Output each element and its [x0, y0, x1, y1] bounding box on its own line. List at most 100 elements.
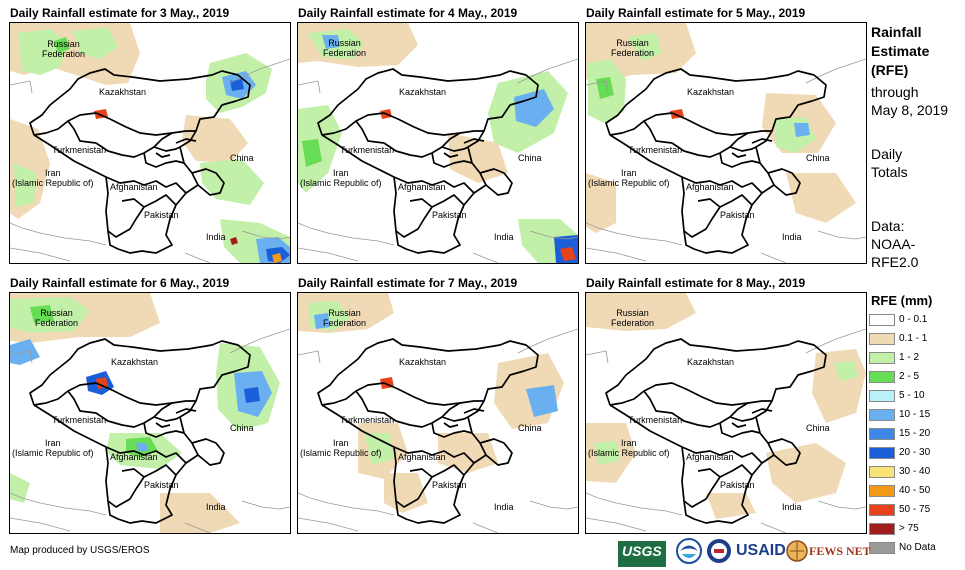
legend-title: RFE (mm) [871, 293, 933, 308]
map-label-iran: Iran (Islamic Republic of) [12, 168, 94, 188]
legend-swatch [869, 333, 895, 345]
usgs-logo: USGS [618, 541, 666, 567]
map-graphic [298, 293, 578, 533]
legend-swatch [869, 409, 895, 421]
map-label-afghanistan: Afghanistan [110, 182, 158, 192]
rainfall-map-panel: Russian Federation [9, 22, 291, 264]
legend-swatch [869, 428, 895, 440]
legend-label: 0.1 - 1 [899, 333, 928, 344]
map-label-afghanistan: Afghanistan [110, 452, 158, 462]
map-graphic [298, 23, 578, 263]
sidebar-title: Rainfall Estimate (RFE) [871, 24, 930, 78]
legend-label: 1 - 2 [899, 352, 920, 363]
map-label-russia: Russian Federation [611, 308, 655, 328]
legend-label: 50 - 75 [899, 504, 931, 515]
panel-title: Daily Rainfall estimate for 6 May., 2019 [10, 276, 230, 290]
map-label-china: China [230, 153, 254, 163]
map-label-kazakhstan: Kazakhstan [99, 87, 147, 97]
map-label-pakistan: Pakistan [720, 480, 755, 490]
rainfall-map-panel [9, 292, 291, 534]
map-label-iran: Iran (Islamic Republic of) [12, 438, 94, 458]
map-label-afghanistan: Afghanistan [686, 182, 734, 192]
map-label-kazakhstan: Kazakhstan [399, 357, 447, 367]
panel-title: Daily Rainfall estimate for 8 May., 2019 [586, 276, 806, 290]
legend-label: 20 - 30 [899, 447, 931, 458]
map-label-russia: Russian Federation [323, 38, 367, 58]
map-label-afghanistan: Afghanistan [686, 452, 734, 462]
map-label-russia: Russian Federation [611, 38, 655, 58]
map-label-india: India [206, 502, 226, 512]
legend-label: 0 - 0.1 [899, 314, 928, 325]
map-label-iran: Iran (Islamic Republic of) [588, 438, 670, 458]
sidebar-data-source: Data: NOAA- RFE2.0 [871, 218, 919, 270]
legend-label: No Data [899, 542, 936, 553]
legend-swatch [869, 352, 895, 364]
legend-label: 15 - 20 [899, 428, 931, 439]
map-label-pakistan: Pakistan [432, 480, 467, 490]
legend-swatch [869, 447, 895, 459]
map-label-india: India [494, 232, 514, 242]
map-label-iran: Iran (Islamic Republic of) [588, 168, 670, 188]
map-label-russia: Russian Federation [42, 39, 86, 59]
map-label-pakistan: Pakistan [144, 480, 179, 490]
map-label-afghanistan: Afghanistan [398, 452, 446, 462]
noaa-logo [676, 538, 702, 564]
map-label-china: China [230, 423, 254, 433]
map-label-pakistan: Pakistan [432, 210, 467, 220]
map-credit: Map produced by USGS/EROS [10, 545, 150, 556]
map-label-russia: Russian Federation [35, 308, 79, 328]
map-label-kazakhstan: Kazakhstan [687, 87, 735, 97]
legend-label: 30 - 40 [899, 466, 931, 477]
usaid-seal-logo [706, 538, 732, 564]
rainfall-map-panel [585, 22, 867, 264]
map-label-turkmenistan: Turkmenistan [52, 415, 107, 425]
map-label-india: India [782, 232, 802, 242]
map-label-kazakhstan: Kazakhstan [111, 357, 159, 367]
legend-swatch [869, 523, 895, 535]
map-label-pakistan: Pakistan [144, 210, 179, 220]
map-label-turkmenistan: Turkmenistan [340, 145, 395, 155]
map-label-turkmenistan: Turkmenistan [628, 415, 683, 425]
panel-title: Daily Rainfall estimate for 5 May., 2019 [586, 6, 806, 20]
map-graphic [10, 23, 290, 263]
map-label-china: China [518, 423, 542, 433]
legend-label: > 75 [899, 523, 919, 534]
panel-title: Daily Rainfall estimate for 4 May., 2019 [298, 6, 518, 20]
legend-swatch [869, 485, 895, 497]
map-label-kazakhstan: Kazakhstan [687, 357, 735, 367]
fewsnet-logo: FEWS NET [809, 544, 871, 558]
legend-label: 5 - 10 [899, 390, 925, 401]
map-label-iran: Iran (Islamic Republic of) [300, 168, 382, 188]
rainfall-map-panel [297, 22, 579, 264]
map-label-turkmenistan: Turkmenistan [340, 415, 395, 425]
map-label-india: India [494, 502, 514, 512]
map-graphic [586, 293, 866, 533]
map-label-iran: Iran (Islamic Republic of) [300, 438, 382, 458]
map-graphic [10, 293, 290, 533]
map-graphic [586, 23, 866, 263]
map-label-pakistan: Pakistan [720, 210, 755, 220]
map-label-kazakhstan: Kazakhstan [399, 87, 447, 97]
panel-title: Daily Rainfall estimate for 7 May., 2019 [298, 276, 518, 290]
map-label-afghanistan: Afghanistan [398, 182, 446, 192]
panel-title: Daily Rainfall estimate for 3 May., 2019 [10, 6, 230, 20]
legend-label: 10 - 15 [899, 409, 931, 420]
map-label-india: India [206, 232, 226, 242]
usaid-logo: USAID [736, 542, 786, 559]
map-label-russia: Russian Federation [323, 308, 367, 328]
fewsnet-globe-icon [786, 538, 808, 564]
map-label-china: China [806, 153, 830, 163]
legend-swatch [869, 542, 895, 554]
map-label-india: India [782, 502, 802, 512]
legend-swatch [869, 371, 895, 383]
sidebar-totals: Daily Totals [871, 146, 908, 180]
sidebar-period: through May 8, 2019 [871, 84, 949, 118]
legend-swatch [869, 504, 895, 516]
rainfall-map-panel [585, 292, 867, 534]
legend-label: 40 - 50 [899, 485, 931, 496]
legend-swatch [869, 466, 895, 478]
legend-swatch [869, 314, 895, 326]
map-label-turkmenistan: Turkmenistan [628, 145, 683, 155]
rainfall-map-panel [297, 292, 579, 534]
map-label-china: China [518, 153, 542, 163]
